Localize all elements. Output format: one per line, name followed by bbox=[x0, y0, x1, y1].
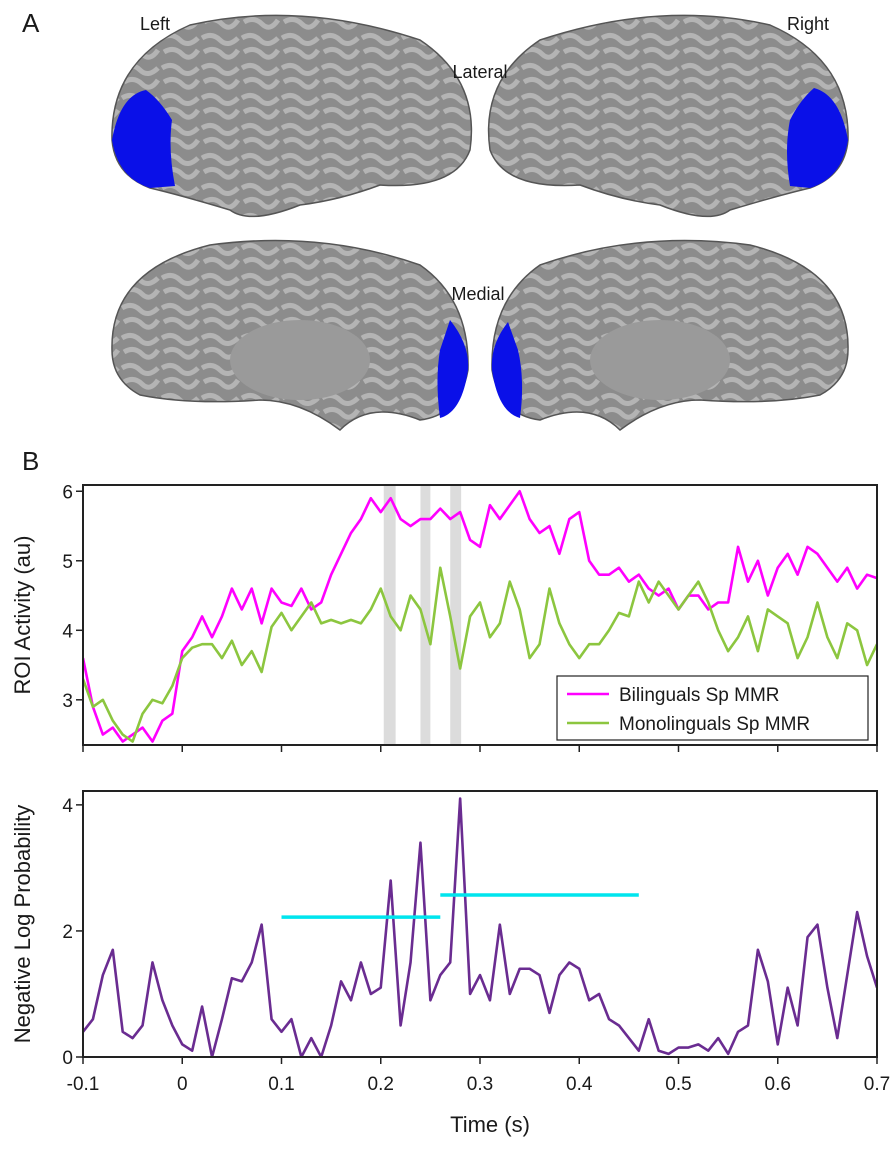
x-tick-label: 0.3 bbox=[467, 1074, 493, 1095]
y-tick-label: 3 bbox=[62, 691, 73, 712]
x-tick-label: 0.2 bbox=[368, 1074, 394, 1095]
hemisphere-label: Left bbox=[140, 14, 170, 34]
x-tick-label: -0.1 bbox=[67, 1074, 100, 1095]
x-tick-label: 0.5 bbox=[665, 1074, 691, 1095]
legend-label: Monolinguals Sp MMR bbox=[619, 714, 810, 735]
panel-label: B bbox=[22, 446, 39, 476]
x-tick-label: 0.1 bbox=[268, 1074, 294, 1095]
y-tick-label: 4 bbox=[62, 621, 73, 642]
y-tick-label: 6 bbox=[62, 482, 73, 503]
brain-inner bbox=[590, 320, 730, 400]
brain-inner bbox=[230, 320, 370, 400]
panel-label: A bbox=[22, 8, 40, 38]
y-tick-label: 2 bbox=[62, 922, 73, 943]
series-line bbox=[83, 799, 877, 1057]
x-tick-label: 0 bbox=[177, 1074, 188, 1095]
x-tick-label: 0.7 bbox=[864, 1074, 890, 1095]
hemisphere-label: Right bbox=[787, 14, 829, 34]
x-tick-label: 0.4 bbox=[566, 1074, 593, 1095]
legend-label: Bilinguals Sp MMR bbox=[619, 685, 780, 706]
y-tick-label: 5 bbox=[62, 552, 73, 573]
shaded-region bbox=[450, 485, 461, 745]
x-axis-label: Time (s) bbox=[450, 1112, 530, 1137]
x-tick-label: 0.6 bbox=[765, 1074, 791, 1095]
view-label: Medial bbox=[451, 284, 504, 304]
y-tick-label: 4 bbox=[62, 796, 73, 817]
y-axis-label: Negative Log Probability bbox=[10, 805, 35, 1043]
figure: A Left Right Lateral Medial B 3 4 5 6 ROI Ac… bbox=[0, 0, 896, 1146]
plot-frame bbox=[83, 791, 877, 1057]
y-tick-label: 0 bbox=[62, 1048, 73, 1069]
y-axis-label: ROI Activity (au) bbox=[10, 536, 35, 695]
view-label: Lateral bbox=[452, 62, 507, 82]
